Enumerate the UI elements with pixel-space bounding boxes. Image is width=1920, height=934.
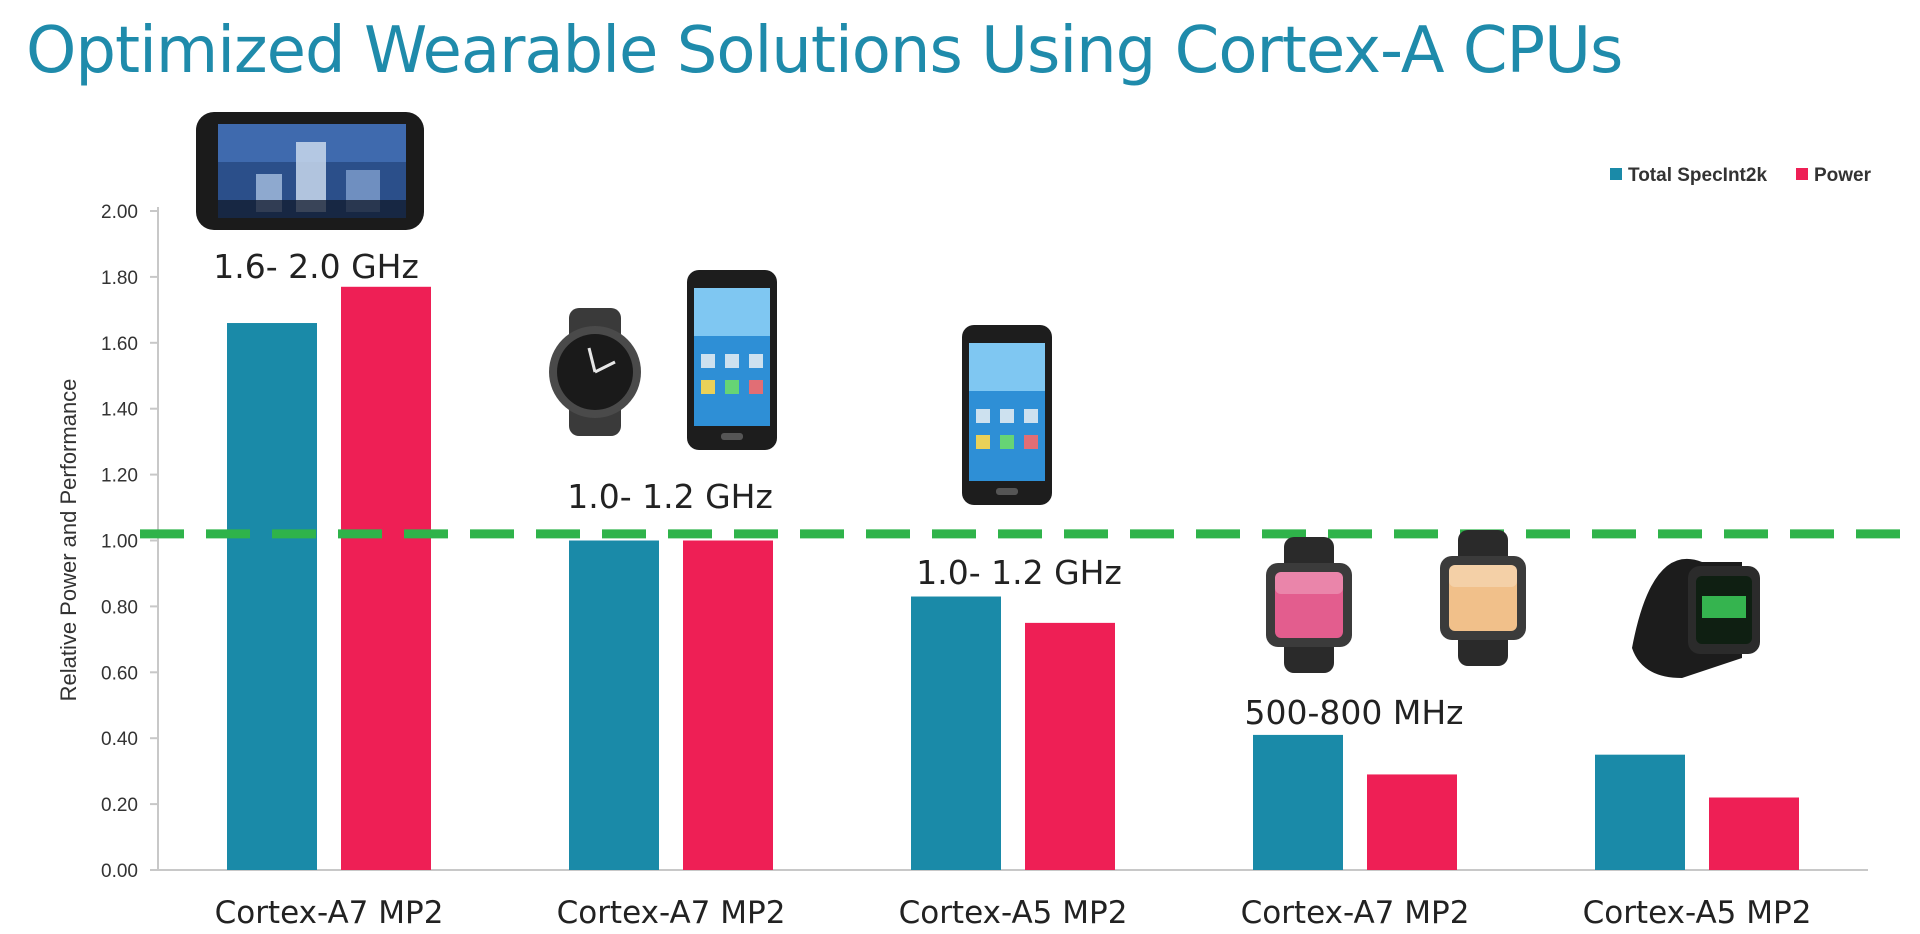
round-smartwatch-icon: [549, 308, 641, 436]
legend-label: Total SpecInt2k: [1628, 165, 1767, 186]
y-axis-title: Relative Power and Performance: [56, 379, 81, 702]
frequency-annotation: 1.0- 1.2 GHz: [916, 553, 1122, 592]
square-smartwatch-icon: [1440, 530, 1526, 666]
y-tick-label: 0.20: [101, 795, 138, 816]
legend-swatch: [1610, 168, 1622, 180]
bar-specint-4: [1253, 734, 1343, 870]
y-tick-label: 0.00: [101, 861, 138, 882]
y-tick-label: 1.40: [101, 400, 138, 421]
bars: [227, 286, 1799, 870]
frequency-annotation: 1.0- 1.2 GHz: [567, 477, 773, 516]
legend-item-power: Power: [1796, 165, 1872, 186]
bar-specint-1: [227, 323, 317, 870]
bar-specint-5: [1595, 754, 1685, 870]
bar-specint-2: [569, 540, 659, 870]
bar-specint-3: [911, 596, 1001, 870]
slide-title: Optimized Wearable Solutions Using Corte…: [26, 14, 1623, 88]
y-tick-label: 1.20: [101, 466, 138, 487]
square-smartwatch-icon: [1266, 537, 1352, 673]
bar-power-4: [1367, 774, 1457, 870]
legend-item-specint: Total SpecInt2k: [1610, 165, 1767, 186]
axes: 0.00 0.20 0.40 0.60 0.80 1.00 1.20 1.40 1.60 1.80…: [56, 202, 1868, 882]
x-category-label: Cortex-A5 MP2: [1583, 895, 1812, 931]
bar-power-2: [683, 540, 773, 870]
y-tick-label: 0.40: [101, 729, 138, 750]
y-tick-label: 1.80: [101, 268, 138, 289]
x-category-label: Cortex-A7 MP2: [1241, 895, 1470, 931]
y-tick-label: 1.60: [101, 334, 138, 355]
legend: Total SpecInt2k Power: [1610, 165, 1872, 186]
legend-swatch: [1796, 168, 1808, 180]
legend-label: Power: [1814, 165, 1872, 186]
x-category-label: Cortex-A5 MP2: [899, 895, 1128, 931]
y-tick-label: 0.60: [101, 663, 138, 684]
smartphone-icon: [687, 270, 777, 450]
bar-power-3: [1025, 622, 1115, 870]
bar-power-1: [341, 286, 431, 870]
y-tick-label: 2.00: [101, 202, 138, 223]
frequency-annotation: 1.6- 2.0 GHz: [213, 247, 419, 286]
sport-smartwatch-icon: [1632, 558, 1760, 678]
smartphone-icon: [962, 325, 1052, 505]
y-tick-label: 1.00: [101, 532, 138, 553]
frequency-annotation: 500-800 MHz: [1245, 693, 1464, 732]
y-tick-label: 0.80: [101, 597, 138, 618]
bar-power-5: [1709, 797, 1799, 870]
tablet-icon: [196, 112, 424, 230]
x-category-label: Cortex-A7 MP2: [557, 895, 786, 931]
device-images: [196, 112, 1760, 678]
x-category-label: Cortex-A7 MP2: [215, 895, 444, 931]
labels: Cortex-A7 MP2 Cortex-A7 MP2 Cortex-A5 MP2 C…: [213, 247, 1811, 931]
